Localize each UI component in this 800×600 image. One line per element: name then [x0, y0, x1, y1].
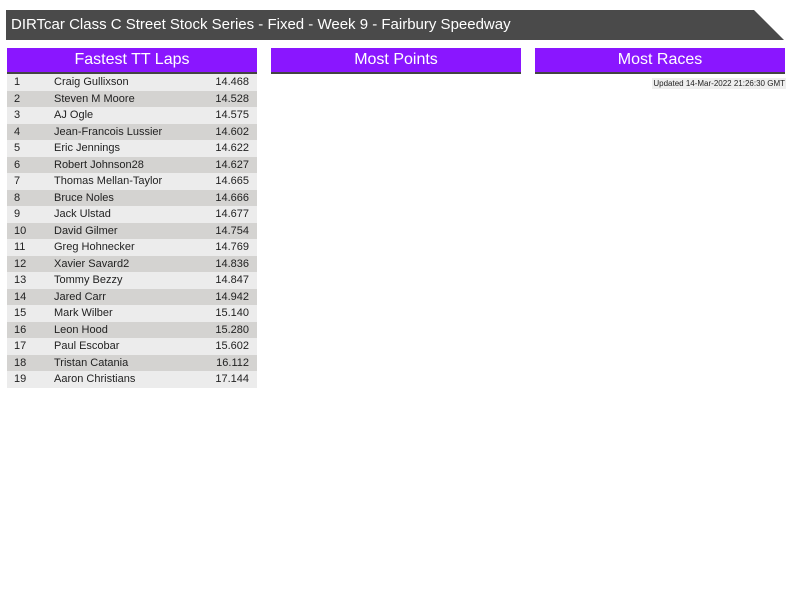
- cell-name: Leon Hood: [54, 323, 108, 336]
- cell-time: 15.602: [215, 340, 249, 352]
- cell-pos: 9: [14, 208, 21, 220]
- panel-header: Most Races: [535, 48, 785, 74]
- cell-pos: 7: [14, 175, 21, 187]
- cell-time: 16.112: [216, 356, 249, 369]
- cell-time: 14.769: [215, 241, 249, 253]
- updated-timestamp: Updated 14-Mar-2022 21:26:30 GMT: [652, 78, 786, 89]
- cell-name: Steven M Moore: [54, 92, 135, 105]
- cell-time: 15.280: [215, 323, 249, 336]
- cell-time: 14.627: [215, 158, 249, 171]
- panel-header: Fastest TT Laps: [7, 48, 257, 74]
- table-row: 1 Craig Gullixson 14.468: [7, 74, 257, 91]
- most-races-panel: Most Races: [535, 48, 785, 74]
- cell-pos: 11: [14, 241, 26, 253]
- cell-name: Thomas Mellan-Taylor: [54, 175, 163, 187]
- cell-name: David Gilmer: [54, 224, 118, 237]
- table-row: 15 Mark Wilber 15.140: [7, 305, 257, 322]
- cell-time: 14.665: [215, 175, 249, 187]
- table-row: 19 Aaron Christians 17.144: [7, 371, 257, 388]
- table-row: 6 Robert Johnson28 14.627: [7, 156, 257, 173]
- cell-name: Jared Carr: [54, 290, 106, 303]
- table-row: 3 AJ Ogle 14.575: [7, 107, 257, 124]
- table-row: 14 Jared Carr 14.942: [7, 288, 257, 305]
- cell-pos: 17: [14, 340, 27, 352]
- table-row: 17 Paul Escobar 15.602: [7, 338, 257, 355]
- cell-name: Greg Hohnecker: [54, 241, 135, 253]
- table-row: 7 Thomas Mellan-Taylor 14.665: [7, 173, 257, 190]
- cell-pos: 13: [14, 274, 27, 286]
- cell-pos: 5: [14, 142, 21, 154]
- cell-name: Jean-Francois Lussier: [54, 125, 163, 138]
- cell-time: 14.677: [215, 208, 249, 220]
- cell-time: 17.144: [215, 373, 249, 385]
- cell-pos: 8: [14, 191, 21, 204]
- fastest-tt-laps-panel: Fastest TT Laps 1 Craig Gullixson 14.468 2 S…: [7, 48, 257, 388]
- table-row: 11 Greg Hohnecker 14.769: [7, 239, 257, 256]
- cell-name: AJ Ogle: [54, 109, 94, 121]
- laps-table: 1 Craig Gullixson 14.468 2 Steven M Moore 14.…: [7, 74, 257, 388]
- cell-pos: 4: [14, 125, 21, 138]
- cell-name: Tommy Bezzy: [54, 274, 123, 286]
- table-row: 9 Jack Ulstad 14.677: [7, 206, 257, 223]
- cell-pos: 6: [14, 158, 21, 171]
- table-row: 8 Bruce Noles 14.666: [7, 189, 257, 206]
- cell-time: 15.140: [215, 307, 249, 319]
- cell-time: 14.468: [215, 76, 249, 88]
- cell-pos: 3: [14, 109, 21, 121]
- table-row: 12 Xavier Savard2 14.836: [7, 255, 257, 272]
- cell-pos: 12: [14, 257, 27, 270]
- table-row: 4 Jean-Francois Lussier 14.602: [7, 123, 257, 140]
- cell-pos: 2: [14, 92, 21, 105]
- cell-name: Tristan Catania: [54, 356, 129, 369]
- cell-pos: 1: [14, 76, 21, 88]
- cell-name: Craig Gullixson: [54, 76, 129, 88]
- table-row: 16 Leon Hood 15.280: [7, 321, 257, 338]
- cell-time: 14.622: [215, 142, 249, 154]
- cell-time: 14.666: [215, 191, 249, 204]
- cell-pos: 15: [14, 307, 27, 319]
- cell-name: Paul Escobar: [54, 340, 120, 352]
- cell-time: 14.528: [215, 92, 249, 105]
- cell-name: Xavier Savard2: [54, 257, 130, 270]
- cell-time: 14.847: [215, 274, 249, 286]
- cell-time: 14.754: [215, 224, 249, 237]
- cell-pos: 16: [14, 323, 27, 336]
- table-row: 10 David Gilmer 14.754: [7, 222, 257, 239]
- cell-name: Bruce Noles: [54, 191, 114, 204]
- cell-time: 14.942: [215, 290, 249, 303]
- cell-name: Aaron Christians: [54, 373, 136, 385]
- most-points-panel: Most Points: [271, 48, 521, 74]
- panel-header: Most Points: [271, 48, 521, 74]
- cell-name: Jack Ulstad: [54, 208, 111, 220]
- cell-time: 14.602: [215, 125, 249, 138]
- table-row: 13 Tommy Bezzy 14.847: [7, 272, 257, 289]
- cell-name: Mark Wilber: [54, 307, 113, 319]
- cell-pos: 14: [14, 290, 27, 303]
- table-row: 5 Eric Jennings 14.622: [7, 140, 257, 157]
- cell-name: Eric Jennings: [54, 142, 121, 154]
- cell-time: 14.836: [215, 257, 249, 270]
- page-title: DIRTcar Class C Street Stock Series - Fi…: [6, 10, 784, 40]
- table-row: 18 Tristan Catania 16.112: [7, 354, 257, 371]
- cell-pos: 10: [14, 224, 27, 237]
- cell-pos: 18: [14, 356, 27, 369]
- cell-name: Robert Johnson28: [54, 158, 144, 171]
- cell-time: 14.575: [215, 109, 249, 121]
- table-row: 2 Steven M Moore 14.528: [7, 90, 257, 107]
- cell-pos: 19: [14, 373, 27, 385]
